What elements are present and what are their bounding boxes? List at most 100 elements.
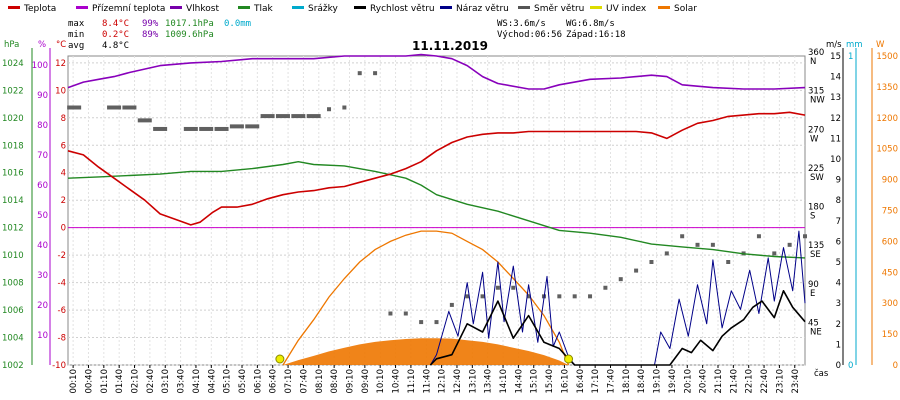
x-tick-label: 13:10: [468, 369, 478, 394]
direction-compass-label: SE: [810, 250, 821, 260]
wind-direction-point: [260, 114, 275, 119]
direction-degree-label: 315: [808, 87, 824, 97]
x-tick-label: 00:10: [69, 369, 79, 394]
x-tick-label: 11:40: [422, 369, 432, 394]
hpa-tick-label: 1004: [2, 334, 24, 344]
wind-tick-label: 10: [830, 155, 841, 165]
legend-swatch: [76, 6, 88, 9]
axis-unit-solar: W: [876, 40, 885, 50]
x-tick-label: 13:40: [484, 369, 494, 394]
celsius-tick-label: 6: [61, 141, 66, 151]
direction-degree-label: 360: [808, 48, 824, 58]
x-tick-label: 17:10: [591, 369, 601, 394]
x-tick-label: 21:40: [729, 369, 739, 394]
x-tick-label: 00:40: [84, 369, 94, 394]
wind-direction-point: [572, 294, 577, 299]
x-tick-label: 11:10: [407, 369, 417, 394]
celsius-tick-label: 0: [61, 224, 66, 234]
wind-direction-point: [291, 114, 306, 119]
x-tick-label: 06:10: [253, 369, 263, 394]
stat-avg-temp: 4.8°C: [102, 41, 129, 51]
wind-tick-label: 12: [830, 114, 841, 124]
legend-swatch: [518, 6, 530, 9]
x-tick-label: 05:10: [223, 369, 233, 394]
x-tick-label: 17:40: [607, 369, 617, 394]
legend-label: Vlhkost: [186, 4, 219, 14]
direction-compass-label: SW: [810, 173, 824, 183]
x-tick-label: 05:40: [238, 369, 248, 394]
legend-swatch: [590, 6, 602, 9]
x-tick-label: 06:40: [269, 369, 279, 394]
direction-compass-label: NW: [810, 96, 825, 106]
x-tick-label: 20:10: [683, 369, 693, 394]
hpa-tick-label: 1010: [2, 251, 24, 261]
right-axes: 45NE90E135SE180S225SW270W315NW360N012345…: [808, 48, 898, 371]
wind-direction-point: [373, 71, 378, 76]
direction-degree-label: 45: [808, 318, 819, 328]
wind-tick-label: 6: [836, 237, 841, 247]
axis-units: hPa % °C m/s mm W čas: [4, 40, 885, 379]
celsius-tick-label: 4: [61, 169, 66, 179]
x-tick-label: 08:40: [330, 369, 340, 394]
hpa-tick-label: 1006: [2, 306, 24, 316]
legend-swatch: [658, 6, 670, 9]
axis-unit-percent: %: [38, 40, 46, 50]
wind-direction-point: [122, 105, 137, 110]
x-tick-label: 04:10: [192, 369, 202, 394]
wind-direction-point: [710, 242, 715, 247]
x-tick-label: 15:10: [530, 369, 540, 394]
x-tick-label: 07:40: [299, 369, 309, 394]
direction-degree-label: 225: [808, 164, 824, 174]
wind-direction-point: [618, 277, 623, 282]
x-tick-label: 21:10: [714, 369, 724, 394]
wind-direction-point: [229, 124, 244, 129]
wind-direction-point: [245, 124, 260, 129]
direction-compass-label: S: [810, 212, 815, 222]
wind-tick-label: 1: [836, 340, 841, 350]
wind-direction-point: [511, 285, 516, 290]
wind-direction-point: [107, 105, 122, 110]
direction-compass-label: E: [810, 289, 815, 299]
direction-compass-label: N: [810, 57, 816, 67]
x-tick-label: 02:10: [131, 369, 141, 394]
wind-direction-point: [557, 294, 562, 299]
series-wind-speed-line: [429, 290, 806, 366]
wind-direction-point: [306, 114, 321, 119]
x-tick-label: 19:40: [668, 369, 678, 394]
direction-degree-label: 90: [808, 280, 819, 290]
x-tick-label: 10:40: [392, 369, 402, 394]
celsius-tick-label: 8: [61, 114, 66, 124]
wind-direction-point: [449, 302, 454, 307]
legend-swatch: [238, 6, 250, 9]
series-humidity-line: [67, 53, 806, 90]
wind-direction-point: [403, 311, 408, 316]
x-tick-label: 08:10: [315, 369, 325, 394]
wind-direction-point: [680, 234, 685, 239]
wind-direction-point: [787, 242, 792, 247]
hpa-tick-label: 1014: [2, 196, 24, 206]
stat-max-label: max: [68, 19, 85, 29]
wind-direction-point: [357, 71, 362, 76]
x-tick-label: 09:40: [361, 369, 371, 394]
stat-max-temp: 8.4°C: [102, 19, 129, 29]
x-tick-label: 03:10: [161, 369, 171, 394]
wind-direction-point: [649, 260, 654, 264]
x-axis: 00:10 00:40 01:10 01:40 02:10 02:40 03:10 03:40…: [69, 365, 801, 394]
percent-tick-label: 60: [37, 181, 48, 191]
wind-direction-point: [327, 107, 332, 112]
wind-direction-point: [275, 114, 290, 119]
rain-tick-label: 1: [848, 52, 853, 62]
direction-degree-label: 135: [808, 241, 824, 251]
series-pressure-line: [67, 161, 806, 259]
legend: Teplota Přízemní teplota Vlhkost Tlak Srážky…: [8, 4, 697, 14]
wind-direction-point: [634, 268, 639, 273]
legend-swatch: [354, 6, 366, 9]
x-tick-label: 22:10: [745, 369, 755, 394]
legend-swatch: [170, 6, 182, 9]
celsius-tick-label: 12: [55, 59, 66, 69]
x-tick-label: 01:10: [100, 369, 110, 394]
wind-direction-point: [67, 105, 82, 110]
wind-tick-label: 14: [830, 73, 841, 83]
x-tick-label: 12:40: [453, 369, 463, 394]
